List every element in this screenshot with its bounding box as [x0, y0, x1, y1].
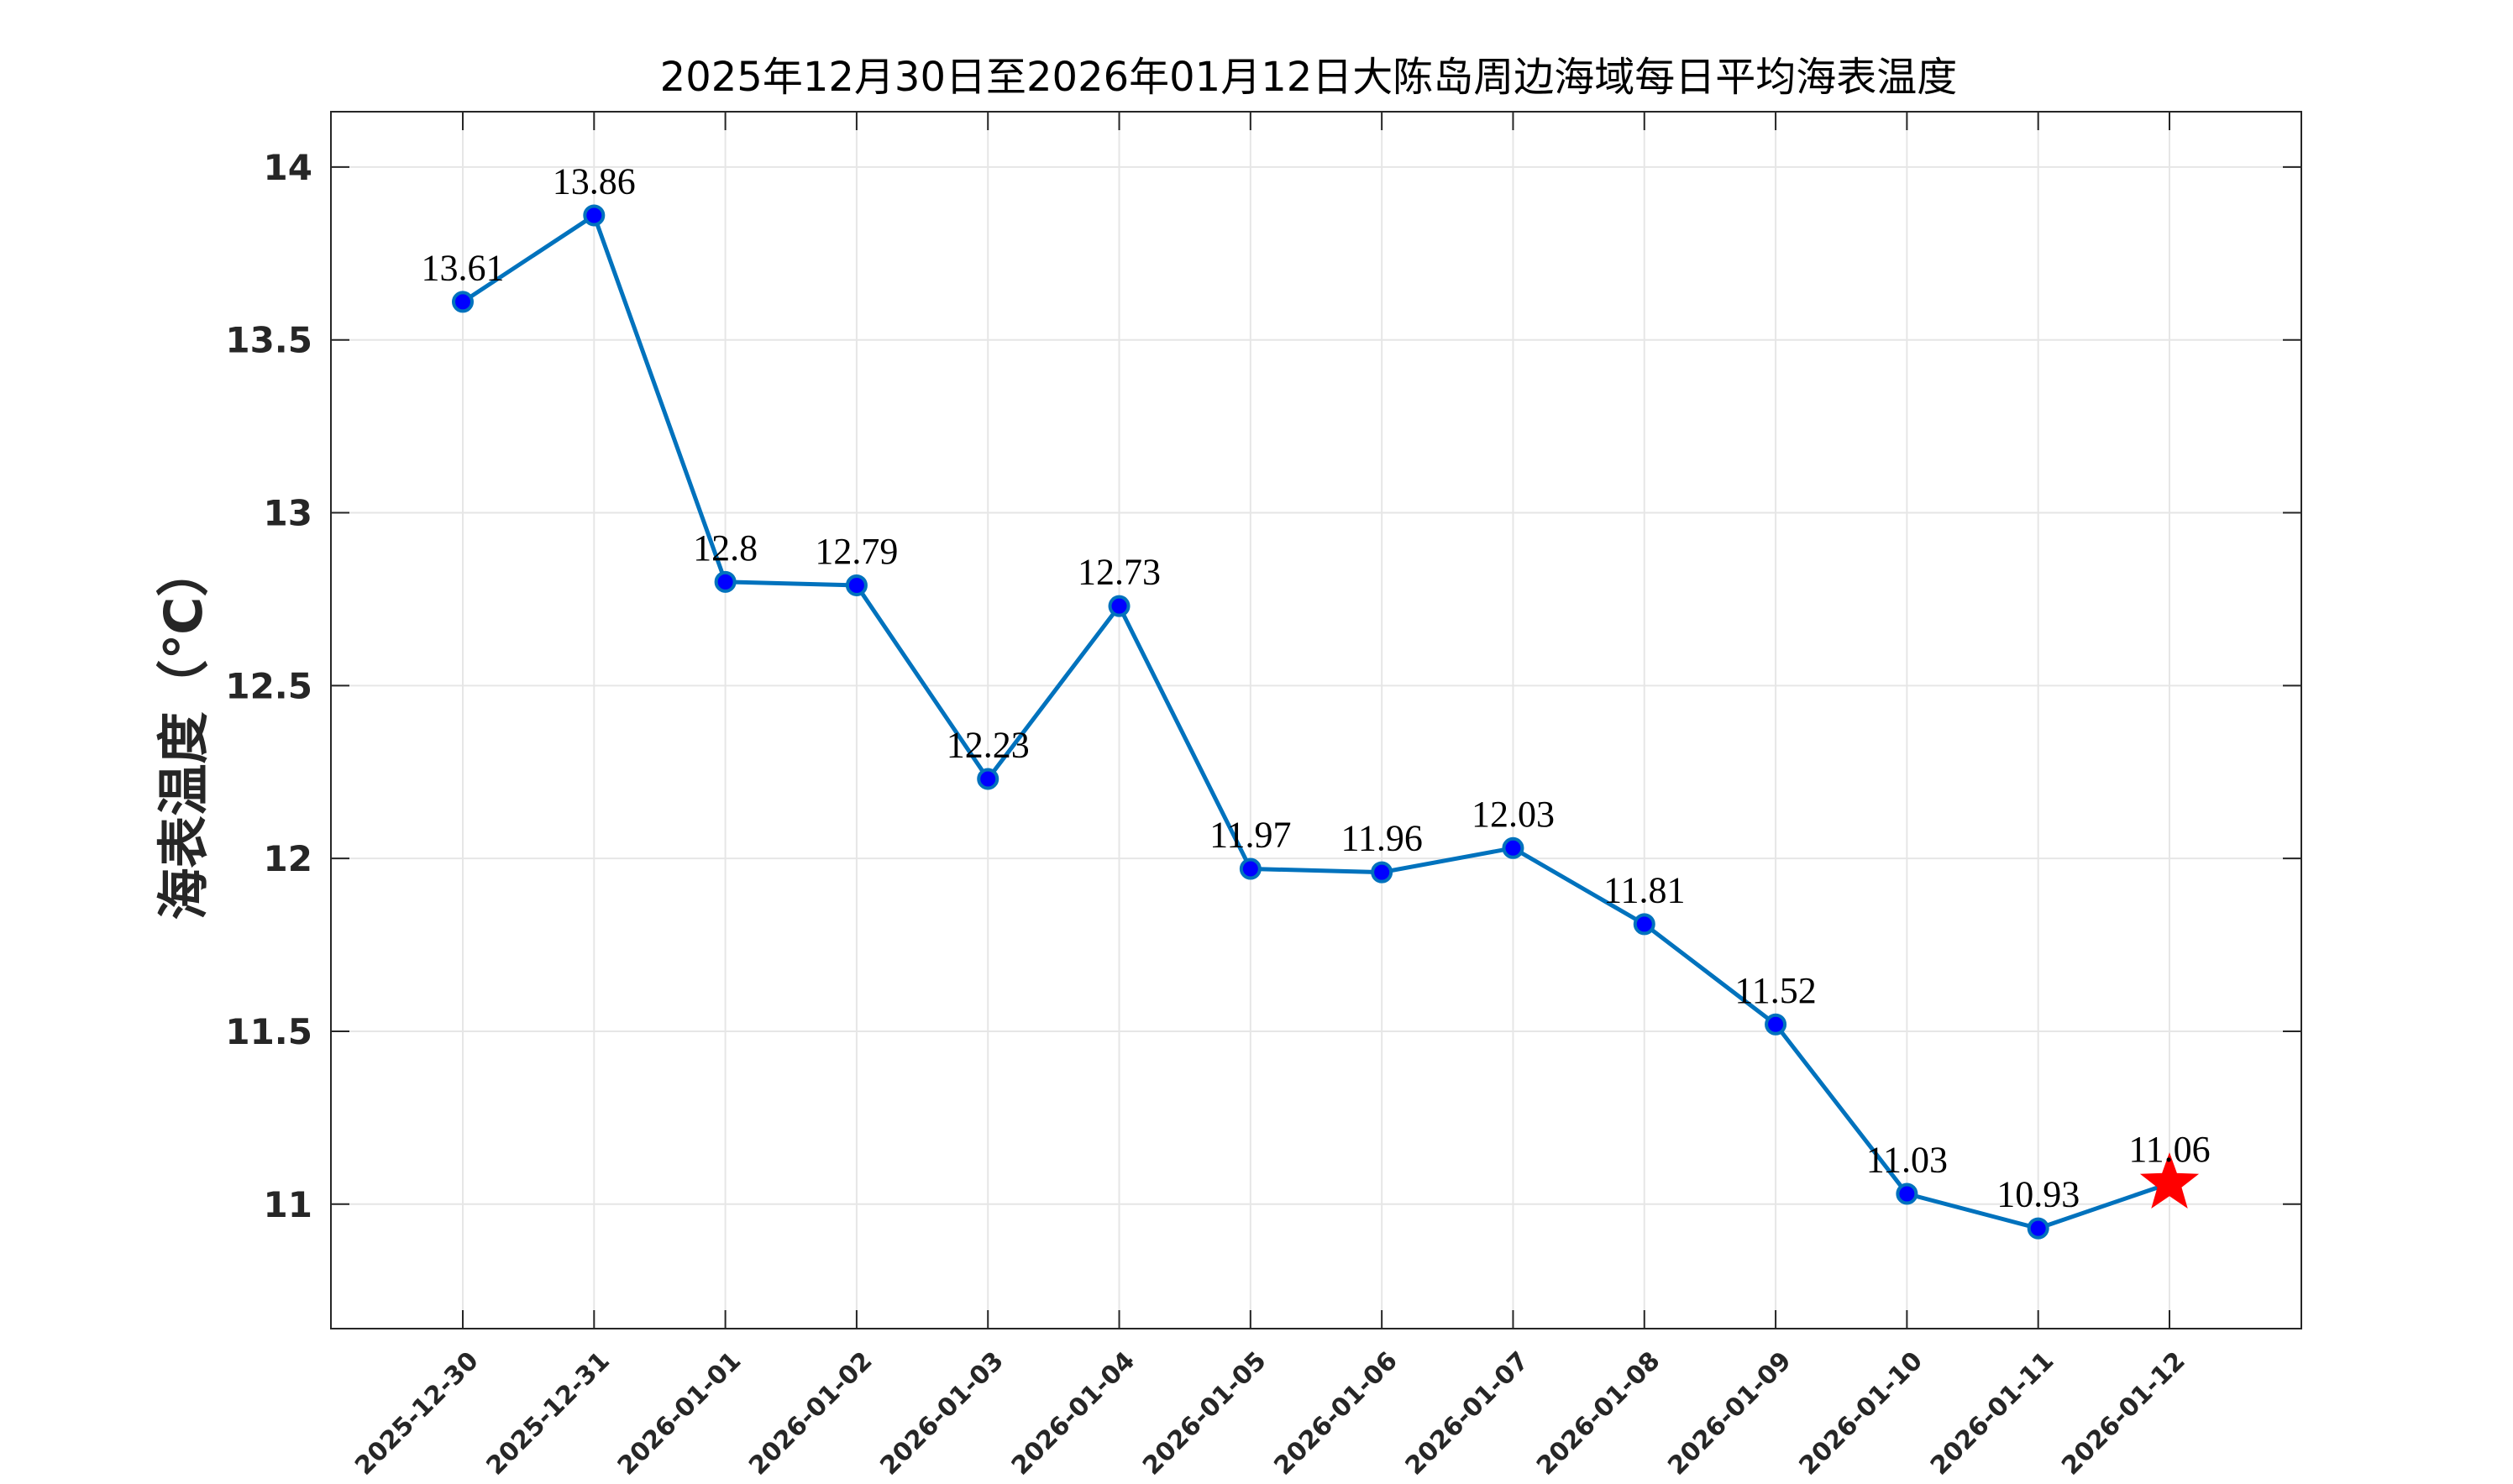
y-axis-label: 海表温度（℃）	[153, 544, 214, 920]
y-tick-labels: 11 11.5 12 12.5 13 13.5 14	[225, 147, 312, 1225]
x-tick-labels: 2025-12-302025-12-312026-01-012026-01-02…	[349, 1346, 2190, 1481]
chart-title: 2025年12月30日至2026年01月12日大陈岛周边海域每日平均海表温度	[660, 54, 1958, 101]
data-label: 12.03	[1472, 794, 1555, 835]
data-label: 11.52	[1734, 970, 1816, 1011]
x-tick-label: 2026-01-08	[1531, 1346, 1666, 1481]
data-labels: 13.61 13.86 12.8 12.79 12.23 12.73 11.97 11.96 1…	[422, 160, 2211, 1214]
data-point-marker	[714, 570, 737, 593]
data-label: 11.03	[1866, 1139, 1948, 1180]
data-label: 11.96	[1340, 818, 1422, 859]
series	[452, 204, 2200, 1240]
x-tick-label: 2025-12-30	[349, 1346, 484, 1481]
data-point-marker	[1633, 913, 1655, 936]
y-tick-label: 13.5	[225, 320, 312, 361]
data-label: 12.8	[693, 527, 758, 569]
series-line	[461, 212, 2170, 1231]
data-label: 12.73	[1078, 552, 1161, 593]
data-point-marker	[1896, 1182, 1918, 1205]
data-label: 11.81	[1603, 869, 1685, 910]
data-point-marker	[977, 768, 999, 790]
data-label: 12.23	[947, 724, 1030, 765]
data-point-marker	[1239, 857, 1262, 880]
data-label: 12.79	[815, 531, 898, 572]
data-label: 10.93	[1996, 1174, 2080, 1215]
x-tick-label: 2026-01-01	[612, 1346, 747, 1481]
x-tick-label: 2026-01-10	[1794, 1346, 1928, 1481]
data-point-marker	[1765, 1013, 1787, 1036]
data-label: 11.06	[2128, 1129, 2210, 1170]
data-label: 11.97	[1209, 815, 1291, 856]
data-point-marker	[583, 204, 606, 227]
x-tick-label: 2026-01-11	[1925, 1346, 2059, 1481]
y-tick-label: 12	[264, 838, 312, 879]
x-tick-label: 2025-12-31	[481, 1346, 616, 1481]
x-tick-label: 2026-01-12	[2056, 1346, 2190, 1481]
data-point-marker	[2027, 1217, 2049, 1240]
data-label: 13.86	[553, 160, 636, 202]
data-label: 13.61	[422, 247, 505, 288]
x-tick-label: 2026-01-09	[1662, 1346, 1797, 1481]
data-point-marker	[845, 574, 868, 596]
axes	[330, 111, 2302, 1329]
y-tick-label: 12.5	[225, 665, 312, 706]
x-tick-label: 2026-01-06	[1268, 1346, 1403, 1481]
plot-area-border	[330, 111, 2302, 1329]
data-point-marker	[452, 291, 474, 313]
x-tick-label: 2026-01-04	[1006, 1346, 1141, 1481]
data-point-marker	[1502, 836, 1524, 859]
data-point-marker	[1108, 595, 1131, 617]
data-point-marker	[1371, 861, 1393, 884]
x-tick-label: 2026-01-07	[1400, 1346, 1535, 1481]
y-tick-label: 13	[264, 493, 312, 534]
x-tick-label: 2026-01-02	[743, 1346, 878, 1481]
grid	[331, 112, 2301, 1329]
y-tick-label: 14	[264, 147, 312, 188]
x-tick-label: 2026-01-03	[874, 1346, 1009, 1481]
x-tick-label: 2026-01-05	[1137, 1346, 1272, 1481]
highlight-star-marker	[2139, 1152, 2200, 1209]
y-tick-label: 11.5	[225, 1011, 312, 1052]
y-tick-label: 11	[264, 1184, 312, 1225]
